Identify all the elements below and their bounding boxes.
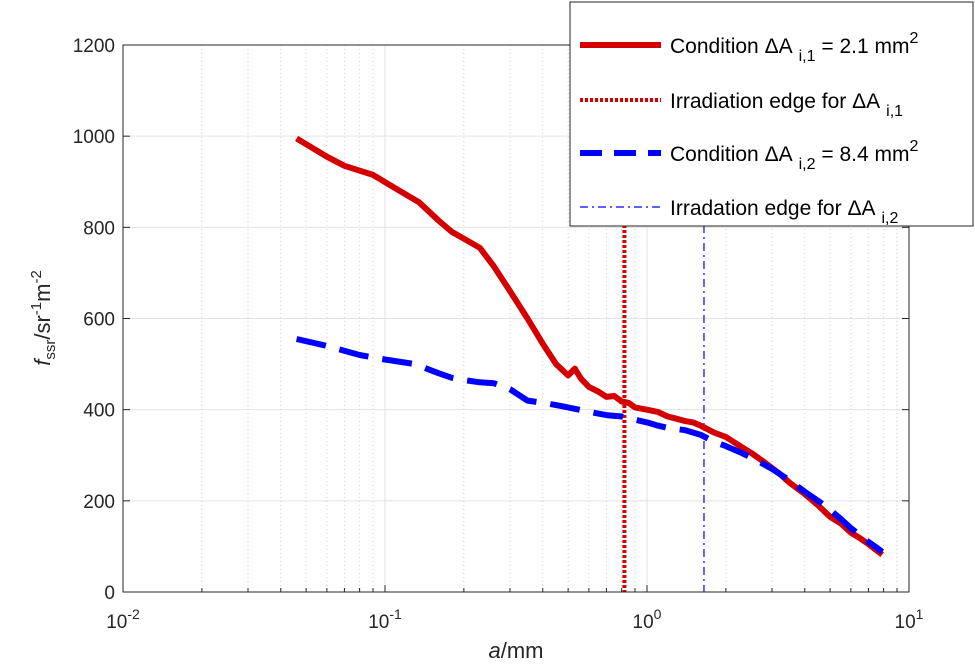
axis-ticks: 0 200 400 600 800 1000 1200 10-2 10-1 100 101 (73, 36, 924, 633)
x-tick-label: 10-1 (368, 606, 402, 633)
y-axis-label: fssr/sr-1m-2 (28, 270, 59, 366)
y-tick-label: 200 (83, 492, 115, 513)
y-tick-label: 1000 (73, 127, 115, 148)
x-tick-label: 10-2 (106, 606, 140, 633)
y-tick-label: 0 (104, 583, 115, 604)
legend: Condition ΔA i,1 = 2.1 mm2 Irradiation edg… (569, 1, 974, 227)
x-axis-label: a/mm (488, 638, 543, 663)
legend-label-2: Irradiation edge for ΔA i,1 (670, 90, 903, 120)
legend-label-1: Condition ΔA i,1 = 2.1 mm2 (670, 30, 918, 65)
y-tick-label: 400 (83, 401, 115, 422)
legend-label-3: Condition ΔA i,2 = 8.4 mm2 (670, 138, 918, 173)
legend-box (569, 1, 974, 227)
x-tick-label: 101 (895, 606, 924, 633)
grid (123, 45, 909, 592)
y-tick-label: 600 (83, 310, 115, 331)
y-tick-label: 1200 (73, 36, 115, 57)
y-tick-label: 800 (83, 218, 115, 239)
legend-label-4: Irradation edge for ΔA i,2 (670, 197, 899, 227)
x-tick-label: 100 (633, 606, 662, 633)
series-3-line (295, 336, 885, 555)
data-series (295, 135, 885, 557)
